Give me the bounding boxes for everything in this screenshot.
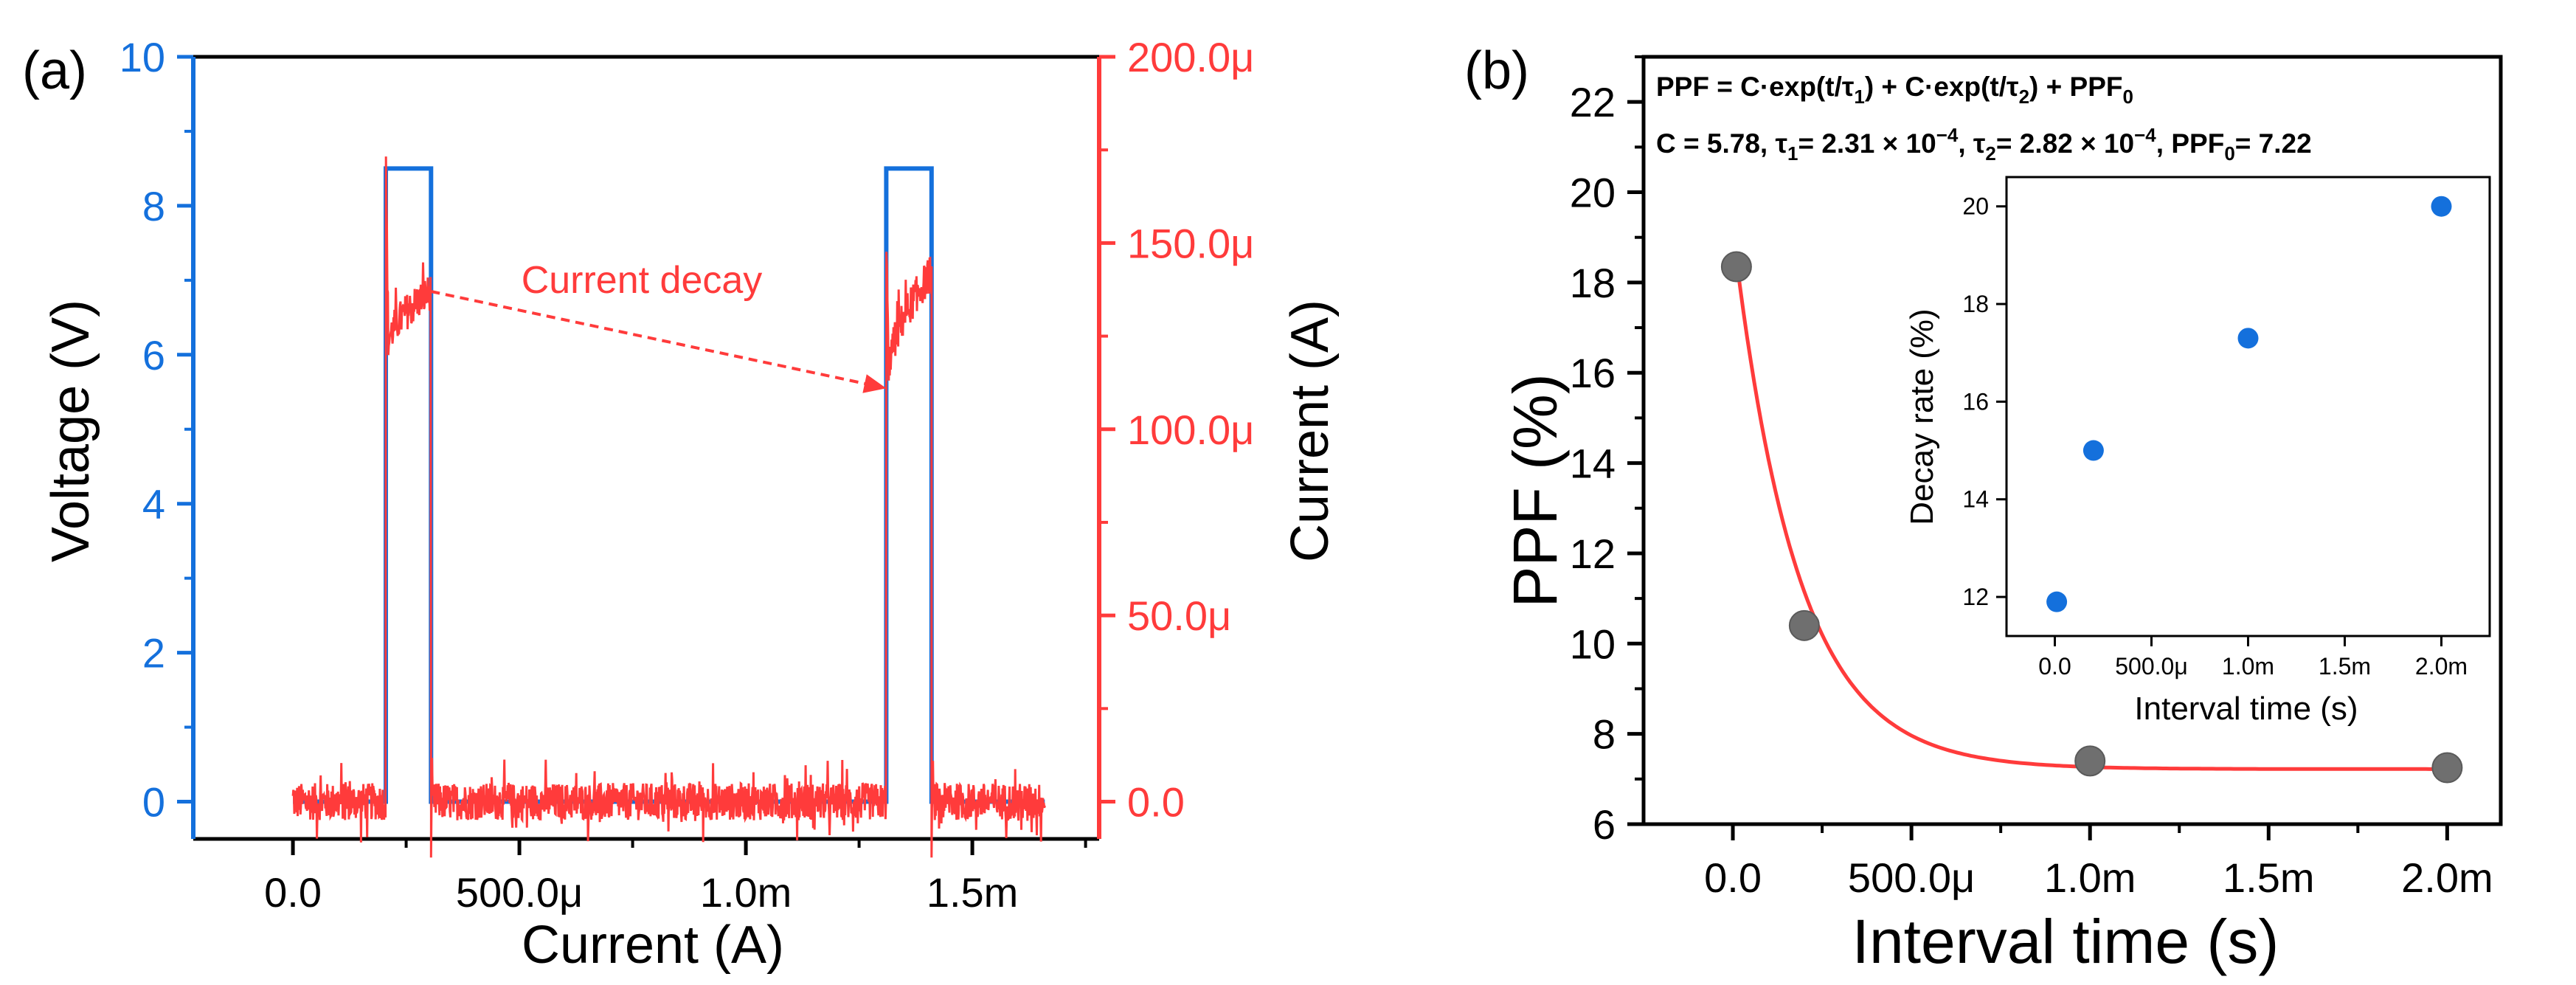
- ppf-data-point: [2074, 745, 2106, 777]
- decay-rate-data-point: [2237, 328, 2259, 349]
- inset-plot-area: 0.0 500.0μ 1.0m 1.5m 2.0m 12 14 16 18 20: [1962, 176, 2491, 680]
- a-left-tick-label: 4: [142, 481, 165, 528]
- panel-b: (b) 0.0 500.0μ 1.0m 1.5m 2.0m 6 8 10 12 14 16 18 20 2…: [1464, 41, 2503, 976]
- a-right-tick-label: 0.0: [1127, 779, 1185, 826]
- a-x-tick-label: 500.0μ: [456, 869, 583, 916]
- current-decay-label: Current decay: [522, 259, 763, 302]
- a-x-tick-label: 1.5m: [927, 869, 1019, 916]
- b-x-tick-label: 0.0: [1704, 854, 1762, 901]
- decay-rate-data-point: [2046, 591, 2068, 612]
- decay-rate-data-point: [2431, 196, 2452, 217]
- current-decay-arrow: [430, 290, 873, 387]
- fit-parameters-line-2: C = 5.78, τ1= 2.31 × 10−4, τ2= 2.82 × 10…: [1656, 124, 2312, 165]
- b-x-tick-label: 500.0μ: [1848, 854, 1975, 901]
- a-right-tick-label: 150.0μ: [1127, 220, 1254, 266]
- b-y-tick-label: 6: [1593, 801, 1616, 848]
- panel-a-label: (a): [22, 41, 87, 100]
- b-x-tick-label: 1.0m: [2044, 854, 2136, 901]
- decay-rate-data-point: [2082, 440, 2104, 461]
- a-right-tick-label: 200.0μ: [1127, 34, 1254, 80]
- panel-a-plot-area: 0.0 500.0μ 1.0m 1.5m 0 2 4 6 8 10 0.0 50.0μ 100.0μ 15…: [120, 34, 1255, 916]
- inset-y-tick-label: 20: [1962, 193, 1989, 220]
- ppf-data-point: [1720, 251, 1752, 283]
- inset-x-tick-label: 1.0m: [2222, 653, 2274, 680]
- ppf-data-point: [1788, 609, 1820, 641]
- a-x-tick-label: 0.0: [264, 869, 322, 916]
- panel-b-y-axis-title: PPF (%): [1500, 373, 1570, 607]
- b-y-tick-label: 10: [1570, 621, 1616, 667]
- b-y-tick-label: 18: [1570, 260, 1616, 306]
- b-y-tick-label: 22: [1570, 79, 1616, 125]
- a-left-tick-label: 6: [142, 332, 165, 379]
- panel-b-x-axis-title: Interval time (s): [1852, 907, 2279, 976]
- inset-x-tick-label: 2.0m: [2415, 653, 2468, 680]
- b-x-tick-label: 1.5m: [2223, 854, 2315, 901]
- b-y-tick-label: 16: [1570, 350, 1616, 396]
- inset-x-tick-label: 500.0μ: [2115, 653, 2188, 680]
- a-left-tick-label: 8: [142, 183, 165, 229]
- inset-y-tick-label: 12: [1962, 584, 1989, 610]
- b-y-tick-label: 14: [1570, 440, 1616, 487]
- inset-x-tick-label: 0.0: [2038, 653, 2071, 680]
- a-right-tick-label: 100.0μ: [1127, 407, 1254, 453]
- a-right-tick-label: 50.0μ: [1127, 592, 1231, 639]
- panel-a-left-axis-title: Voltage (V): [41, 300, 100, 562]
- inset-x-tick-label: 1.5m: [2319, 653, 2371, 680]
- panel-b-label: (b): [1464, 41, 1529, 100]
- a-left-tick-label: 10: [120, 34, 165, 80]
- ppf-data-point: [2431, 752, 2463, 784]
- inset-y-tick-label: 18: [1962, 291, 1989, 317]
- a-left-tick-label: 0: [142, 779, 165, 826]
- b-y-tick-label: 12: [1570, 530, 1616, 577]
- current-series-line: [291, 156, 1046, 858]
- panel-a: (a) 0.0 500.0μ 1.0m 1.5m 0 2 4 6 8 10 0.0 50.0μ 100.…: [22, 34, 1340, 975]
- panel-a-right-axis-title: Current (A): [1281, 300, 1340, 562]
- inset-y-tick-label: 14: [1962, 486, 1989, 513]
- inset-frame: [2005, 176, 2491, 637]
- panel-a-x-axis-title: Current (A): [522, 916, 784, 975]
- a-left-tick-label: 2: [142, 630, 165, 677]
- inset-y-axis-title: Decay rate (%): [1904, 308, 1940, 525]
- fit-equation-line-1: PPF = C·exp(t/τ1) + C·exp(t/τ2) + PPF0: [1656, 72, 2133, 108]
- b-x-tick-label: 2.0m: [2401, 854, 2493, 901]
- a-x-tick-label: 1.0m: [700, 869, 792, 916]
- b-y-tick-label: 20: [1570, 170, 1616, 216]
- b-plot-frame: [1641, 55, 2503, 826]
- current-decay-arrowhead: [862, 374, 887, 393]
- inset-x-axis-title: Interval time (s): [2134, 691, 2358, 727]
- panel-b-plot-area: 0.0 500.0μ 1.0m 1.5m 2.0m 6 8 10 12 14 16 18 20 22: [1570, 55, 2503, 901]
- b-y-tick-label: 8: [1593, 711, 1616, 758]
- inset-y-tick-label: 16: [1962, 388, 1989, 415]
